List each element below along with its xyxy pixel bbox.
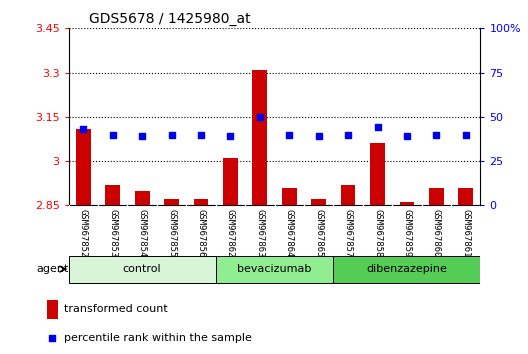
- Text: GSM967864: GSM967864: [285, 209, 294, 257]
- Text: GSM967855: GSM967855: [167, 209, 176, 257]
- Point: [349, 175, 357, 180]
- Bar: [76, 129, 91, 205]
- Text: GSM967862: GSM967862: [226, 209, 235, 257]
- Point: [197, 132, 205, 137]
- Text: GSM967856: GSM967856: [196, 209, 205, 257]
- Bar: [194, 199, 209, 205]
- Bar: [46, 300, 58, 319]
- Text: bevacizumab: bevacizumab: [238, 264, 312, 274]
- Bar: [252, 70, 267, 205]
- Text: transformed count: transformed count: [64, 304, 168, 314]
- FancyBboxPatch shape: [69, 256, 216, 283]
- Bar: [135, 190, 149, 205]
- Text: GSM967859: GSM967859: [402, 209, 411, 257]
- FancyBboxPatch shape: [216, 256, 333, 283]
- Point: [79, 126, 88, 132]
- Bar: [282, 188, 297, 205]
- FancyBboxPatch shape: [333, 256, 480, 283]
- Point: [432, 132, 440, 137]
- Text: GSM967865: GSM967865: [314, 209, 323, 257]
- Bar: [164, 199, 179, 205]
- Point: [403, 133, 411, 139]
- Point: [138, 133, 146, 139]
- Bar: [223, 158, 238, 205]
- Point: [344, 132, 352, 137]
- Text: GSM967861: GSM967861: [461, 209, 470, 257]
- Point: [256, 114, 264, 120]
- Text: GSM967857: GSM967857: [344, 209, 353, 257]
- Bar: [106, 185, 120, 205]
- Bar: [312, 199, 326, 205]
- Point: [373, 125, 382, 130]
- Text: GDS5678 / 1425980_at: GDS5678 / 1425980_at: [89, 12, 251, 26]
- Bar: [429, 188, 444, 205]
- Text: control: control: [123, 264, 162, 274]
- Bar: [458, 188, 473, 205]
- Text: GSM967854: GSM967854: [138, 209, 147, 257]
- Text: GSM967860: GSM967860: [432, 209, 441, 257]
- Text: GSM967858: GSM967858: [373, 209, 382, 257]
- Bar: [400, 202, 414, 205]
- Text: dibenzazepine: dibenzazepine: [366, 264, 447, 274]
- Point: [167, 132, 176, 137]
- Text: agent: agent: [36, 264, 69, 274]
- Point: [461, 132, 470, 137]
- Point: [226, 133, 234, 139]
- Text: GSM967853: GSM967853: [108, 209, 117, 257]
- Text: GSM967863: GSM967863: [256, 209, 265, 257]
- Bar: [341, 185, 355, 205]
- Point: [315, 133, 323, 139]
- Point: [109, 132, 117, 137]
- Bar: [370, 143, 385, 205]
- Point: [285, 132, 294, 137]
- Text: percentile rank within the sample: percentile rank within the sample: [64, 333, 252, 343]
- Text: GSM967852: GSM967852: [79, 209, 88, 257]
